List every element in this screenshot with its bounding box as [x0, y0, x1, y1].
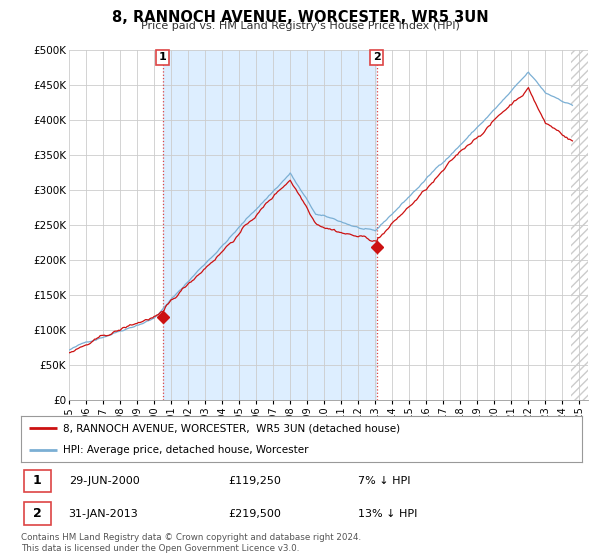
Text: £119,250: £119,250 [229, 476, 281, 486]
Text: Price paid vs. HM Land Registry's House Price Index (HPI): Price paid vs. HM Land Registry's House … [140, 21, 460, 31]
FancyBboxPatch shape [24, 502, 51, 525]
Text: 13% ↓ HPI: 13% ↓ HPI [358, 508, 417, 519]
Text: 2: 2 [373, 53, 380, 62]
Text: Contains HM Land Registry data © Crown copyright and database right 2024.
This d: Contains HM Land Registry data © Crown c… [21, 533, 361, 553]
Text: 31-JAN-2013: 31-JAN-2013 [68, 508, 139, 519]
Text: HPI: Average price, detached house, Worcester: HPI: Average price, detached house, Worc… [63, 445, 308, 455]
Text: 8, RANNOCH AVENUE, WORCESTER, WR5 3UN: 8, RANNOCH AVENUE, WORCESTER, WR5 3UN [112, 10, 488, 25]
Bar [571, 50, 588, 400]
Text: 2: 2 [33, 507, 41, 520]
Text: 1: 1 [159, 53, 166, 62]
Text: 1: 1 [33, 474, 41, 487]
Text: £219,500: £219,500 [229, 508, 281, 519]
FancyBboxPatch shape [24, 470, 51, 492]
Bar [163, 50, 377, 400]
Text: 8, RANNOCH AVENUE, WORCESTER,  WR5 3UN (detached house): 8, RANNOCH AVENUE, WORCESTER, WR5 3UN (d… [63, 423, 400, 433]
Text: 29-JUN-2000: 29-JUN-2000 [68, 476, 139, 486]
Text: 7% ↓ HPI: 7% ↓ HPI [358, 476, 410, 486]
